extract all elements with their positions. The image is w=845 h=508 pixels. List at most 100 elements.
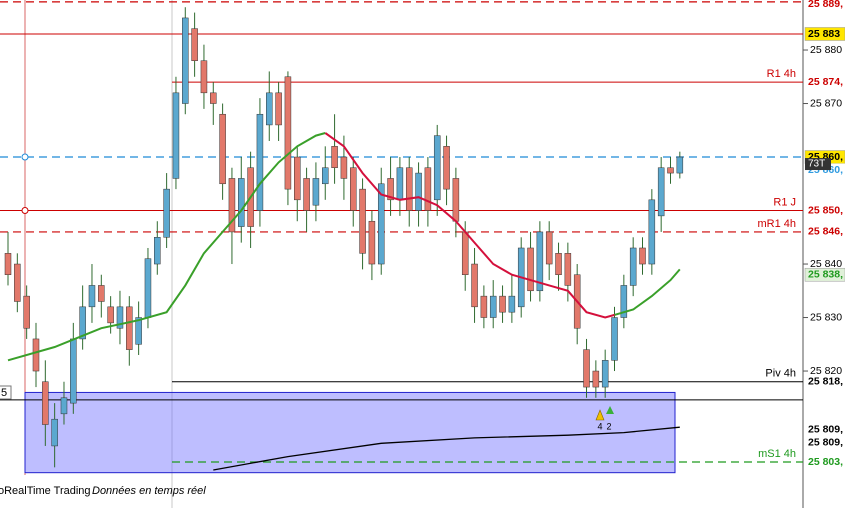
candle-body bbox=[657, 167, 665, 217]
candle-body bbox=[629, 247, 637, 286]
y-tick-label: 25 870 bbox=[810, 97, 842, 109]
candle-body bbox=[23, 295, 30, 329]
price-label: 25 874, bbox=[808, 76, 843, 88]
candle-body bbox=[555, 253, 562, 275]
candle-body bbox=[443, 146, 450, 190]
candle-body bbox=[639, 247, 646, 265]
ma-line bbox=[324, 132, 615, 319]
candle-body bbox=[592, 370, 600, 388]
candle-body bbox=[238, 178, 245, 227]
price-label: 25 838, bbox=[808, 269, 843, 281]
price-label: 25 846, bbox=[808, 226, 843, 238]
candle-body bbox=[387, 178, 394, 201]
candle-body bbox=[377, 183, 385, 265]
candle-body bbox=[294, 156, 301, 201]
price-box bbox=[805, 375, 845, 389]
candle-body bbox=[154, 237, 161, 265]
alert-count: 4 bbox=[597, 421, 602, 431]
level-name: Piv 4h bbox=[765, 368, 796, 380]
candle-body bbox=[461, 231, 469, 275]
alert-icon bbox=[606, 406, 614, 414]
price-label: 25 809, bbox=[808, 424, 843, 436]
alert-icon bbox=[595, 409, 605, 421]
level-name: mR1 4h bbox=[757, 218, 796, 230]
level-anchor bbox=[21, 153, 29, 161]
candle-body bbox=[42, 381, 49, 425]
ma-line bbox=[614, 268, 681, 316]
price-label: 25 850, bbox=[808, 204, 843, 216]
timer-box bbox=[805, 158, 831, 171]
candle-body bbox=[219, 113, 226, 185]
level-name: mS1 4h bbox=[758, 448, 796, 460]
price-box bbox=[805, 225, 845, 239]
candle-body bbox=[340, 156, 348, 179]
candle-body bbox=[527, 247, 534, 292]
price-box bbox=[805, 0, 845, 11]
ma-line bbox=[213, 426, 680, 471]
candle-body bbox=[508, 295, 516, 313]
footer-source: oRealTime Trading bbox=[0, 485, 91, 497]
y-tick-label: 25 830 bbox=[810, 311, 842, 323]
candle-body bbox=[60, 397, 68, 415]
candle-body bbox=[601, 360, 609, 388]
candle-body bbox=[32, 338, 40, 372]
candle-body bbox=[210, 92, 217, 104]
candle-body bbox=[359, 188, 366, 254]
price-box bbox=[805, 204, 845, 218]
candle-body bbox=[200, 60, 208, 94]
candle-body bbox=[536, 231, 544, 292]
zone bbox=[24, 391, 676, 474]
candle-body bbox=[396, 167, 404, 201]
candle-body bbox=[228, 178, 236, 233]
timer: 73T bbox=[808, 159, 825, 170]
candle-body bbox=[4, 253, 12, 275]
candle-body bbox=[256, 113, 264, 211]
footer-note: Données en temps réel bbox=[92, 485, 206, 497]
candle-body bbox=[480, 295, 488, 318]
candle-body bbox=[51, 418, 58, 447]
candle-body bbox=[70, 338, 77, 404]
candle-body bbox=[620, 285, 628, 318]
candle-body bbox=[312, 178, 320, 206]
price-box bbox=[805, 436, 845, 450]
candle-body bbox=[405, 167, 413, 211]
candle-body bbox=[126, 306, 133, 350]
price-box bbox=[804, 267, 845, 282]
price-box bbox=[805, 455, 845, 469]
candle-body bbox=[135, 317, 142, 345]
candle-body bbox=[172, 92, 180, 179]
candle-body bbox=[676, 156, 684, 174]
candle-body bbox=[163, 188, 170, 238]
candle-body bbox=[116, 306, 124, 329]
candle-body bbox=[368, 220, 376, 265]
candle-body bbox=[322, 167, 329, 185]
price-box bbox=[805, 423, 845, 437]
level-name: R1 4h bbox=[767, 68, 796, 80]
candle-body bbox=[611, 317, 618, 361]
level-anchor bbox=[21, 207, 29, 215]
candle-body bbox=[191, 28, 198, 61]
left-label: 5 bbox=[1, 387, 7, 399]
candle-body bbox=[545, 231, 553, 265]
candle-body bbox=[275, 92, 282, 126]
y-tick-label: 25 820 bbox=[810, 365, 842, 377]
price-label: 25 803, bbox=[808, 456, 843, 468]
price-box bbox=[805, 75, 845, 89]
candle-body bbox=[564, 253, 572, 286]
candle-body bbox=[415, 172, 422, 211]
candle-body bbox=[98, 285, 105, 302]
candle-body bbox=[499, 295, 506, 313]
candle-body bbox=[284, 76, 292, 190]
candle-body bbox=[424, 167, 432, 211]
price-box bbox=[804, 27, 845, 41]
candle-body bbox=[471, 263, 478, 308]
candle-body bbox=[266, 92, 273, 126]
left-box bbox=[0, 385, 12, 400]
price-label: 25 883 bbox=[808, 28, 840, 40]
price-label: 25 818, bbox=[808, 376, 843, 388]
candle-body bbox=[583, 349, 590, 388]
candle-body bbox=[144, 258, 152, 318]
candle-body bbox=[79, 306, 86, 340]
